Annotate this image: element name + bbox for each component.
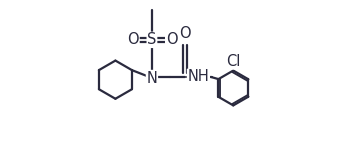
Text: O: O	[127, 32, 139, 47]
Text: S: S	[147, 32, 157, 47]
Text: O: O	[166, 32, 177, 47]
Text: O: O	[179, 26, 191, 41]
Text: N: N	[146, 71, 157, 85]
Text: Cl: Cl	[226, 54, 240, 69]
Text: NH: NH	[188, 69, 209, 84]
